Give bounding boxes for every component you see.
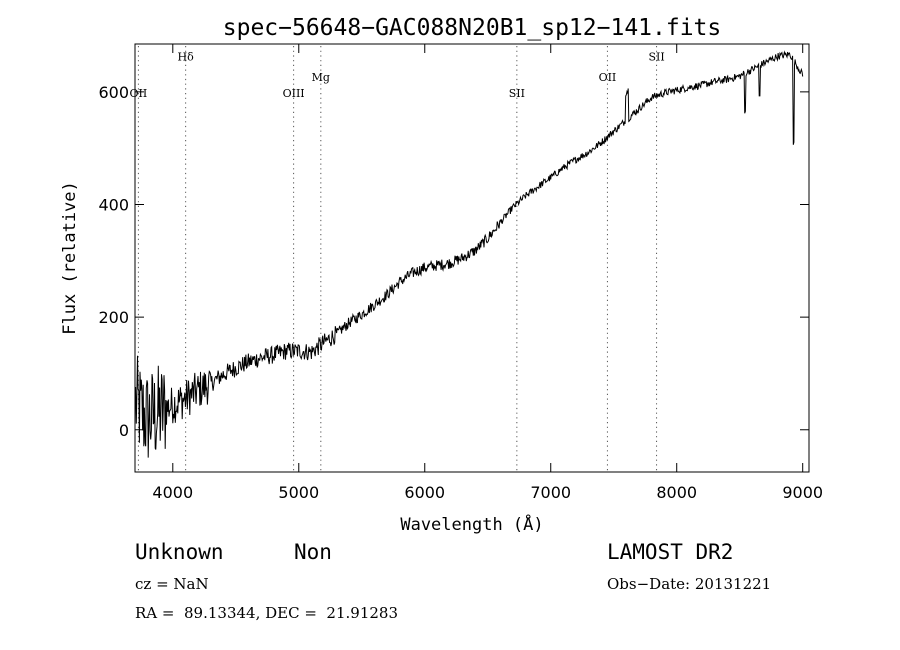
chart-title: spec−56648−GAC088N20B1_sp12−141.fits: [223, 15, 722, 41]
spectrum-series: [135, 50, 804, 458]
redshift-cz: cz = NaN: [135, 575, 209, 593]
x-tick-label: 9000: [782, 483, 823, 502]
line-marker-label: Hδ: [178, 50, 195, 63]
spectral-class: Unknown: [135, 540, 224, 564]
x-tick-label: 4000: [152, 483, 193, 502]
x-axis-label: Wavelength (Å): [400, 513, 543, 535]
x-tick-label: 7000: [530, 483, 571, 502]
emission-line-markers: OII Hδ OIII Mg SII OII SII: [130, 46, 665, 472]
x-tick-label: 6000: [404, 483, 445, 502]
line-marker-label: OII: [130, 87, 148, 100]
y-tick-label: 0: [119, 421, 129, 440]
observation-date: Obs−Date: 20131221: [607, 575, 772, 593]
y-tick-label: 400: [98, 196, 129, 215]
spectrum-line: [135, 50, 804, 458]
line-marker-label: SII: [509, 87, 525, 100]
y-tick-label: 600: [98, 83, 129, 102]
line-marker-label: OIII: [283, 87, 305, 100]
ra-dec-coordinates: RA = 89.13344, DEC = 21.91283: [135, 604, 399, 622]
line-marker-label: SII: [648, 50, 664, 63]
spectral-subclass: Non: [294, 540, 332, 564]
survey-name: LAMOST DR2: [607, 540, 734, 564]
plot-frame: [134, 43, 810, 473]
y-tick-label: 200: [98, 308, 129, 327]
y-axis-label: Flux (relative): [60, 181, 80, 335]
line-marker-label: Mg: [312, 71, 330, 84]
x-tick-label: 5000: [278, 483, 319, 502]
x-tick-label: 8000: [656, 483, 697, 502]
axis-ticks: 4000 5000 6000 7000 8000 9000 0 200 400 600: [98, 44, 823, 502]
line-marker-label: OII: [599, 71, 617, 84]
